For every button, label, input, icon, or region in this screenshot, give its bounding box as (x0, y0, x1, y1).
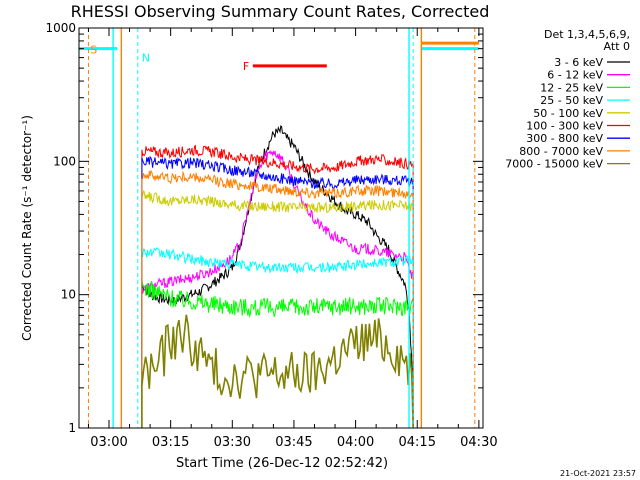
y-axis: 1 10 100 1000 (45, 21, 483, 435)
series-line-2 (141, 149, 414, 428)
night-label: N (142, 52, 150, 65)
x-tick-label: 04:15 (399, 435, 436, 450)
saa-label: S (90, 44, 97, 57)
chart-title: RHESSI Observing Summary Count Rates, Co… (71, 2, 490, 21)
x-tick-label: 03:15 (152, 435, 189, 450)
legend-label: 7000 - 15000 keV (505, 158, 603, 171)
series-layer (141, 125, 414, 429)
series-line-7 (141, 155, 414, 428)
series-line-5 (141, 190, 414, 428)
y-axis-label: Corrected Count Rate (s⁻¹ detector⁻¹) (20, 115, 34, 341)
legend-header: Det 1,3,4,5,6,9, (544, 28, 630, 41)
series-line-9 (141, 314, 414, 429)
y-tick-label: 10 (61, 288, 76, 302)
x-tick-label: 04:30 (460, 435, 497, 450)
series-line-8 (141, 169, 414, 428)
legend-label: 6 - 12 keV (547, 69, 603, 82)
series-line-6 (141, 144, 414, 428)
legend-label: 50 - 100 keV (533, 107, 603, 120)
x-tick-label: 03:45 (275, 435, 312, 450)
plot-frame (78, 27, 484, 429)
footer-timestamp: 21-Oct-2021 23:57 (560, 469, 636, 478)
x-tick-label: 03:30 (214, 435, 251, 450)
flare-label: F (243, 60, 249, 73)
legend-label: 100 - 300 keV (526, 120, 603, 133)
legend-label: 300 - 800 keV (526, 132, 603, 145)
y-tick-label: 1 (68, 421, 76, 435)
series-line-3 (141, 278, 414, 428)
x-axis-label: Start Time (26-Dec-12 02:52:42) (176, 456, 388, 471)
annotation-layer: S N F (79, 28, 479, 428)
x-axis: 03:00 03:15 03:30 03:45 04:00 04:15 04:30 (87, 28, 498, 450)
legend-label: 3 - 6 keV (554, 56, 603, 69)
legend-label: 800 - 7000 keV (519, 145, 603, 158)
legend-label: 12 - 25 keV (540, 81, 603, 94)
x-tick-label: 04:00 (337, 435, 374, 450)
legend-header: Att 0 (604, 40, 630, 53)
x-tick-label: 03:00 (90, 435, 127, 450)
series-line-4 (141, 247, 414, 428)
y-tick-label: 100 (53, 154, 76, 168)
y-tick-label: 1000 (45, 21, 76, 35)
legend-label: 25 - 50 keV (540, 94, 603, 107)
